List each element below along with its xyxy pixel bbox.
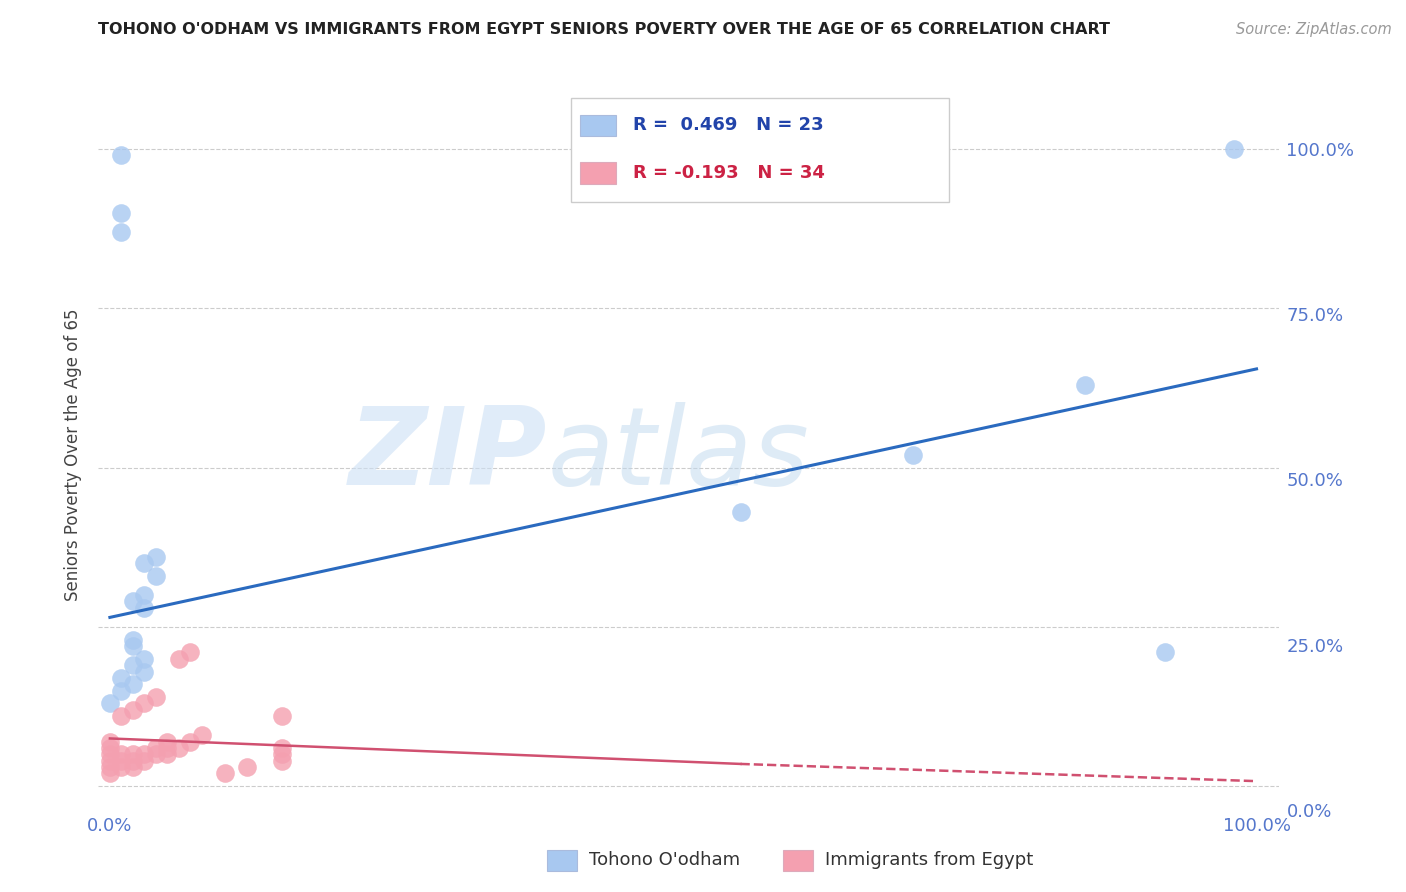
Y-axis label: Seniors Poverty Over the Age of 65: Seniors Poverty Over the Age of 65 [65, 309, 83, 601]
Point [110, 225, 132, 239]
Point [110, 148, 132, 162]
Point [270, 747, 292, 762]
Point [145, 690, 167, 704]
Point [134, 754, 156, 768]
Point [1222, 142, 1244, 156]
Text: R =  0.469   N = 23: R = 0.469 N = 23 [634, 116, 824, 134]
Point [134, 600, 156, 615]
Point [134, 588, 156, 602]
Text: 0.0%: 0.0% [1286, 803, 1331, 821]
Point [110, 760, 132, 774]
FancyBboxPatch shape [581, 162, 616, 184]
Point [156, 734, 179, 748]
Text: ZIP: ZIP [349, 402, 547, 508]
Point [121, 594, 143, 608]
Point [121, 747, 143, 762]
Point [110, 754, 132, 768]
Point [98, 741, 121, 756]
Point [145, 569, 167, 583]
Point [134, 697, 156, 711]
Text: 100.0%: 100.0% [1286, 142, 1354, 160]
Text: 50.0%: 50.0% [1286, 473, 1343, 491]
Text: Tohono O'odham: Tohono O'odham [589, 851, 740, 869]
FancyBboxPatch shape [571, 98, 949, 202]
Point [270, 709, 292, 723]
Point [121, 658, 143, 673]
Point [98, 734, 121, 748]
Point [98, 754, 121, 768]
Point [110, 206, 132, 220]
Point [110, 671, 132, 685]
Point [190, 728, 212, 742]
Point [134, 665, 156, 679]
Text: R = -0.193   N = 34: R = -0.193 N = 34 [634, 164, 825, 182]
Point [167, 741, 190, 756]
Point [1073, 377, 1095, 392]
Point [110, 683, 132, 698]
Point [270, 754, 292, 768]
FancyBboxPatch shape [783, 849, 813, 871]
Text: Source: ZipAtlas.com: Source: ZipAtlas.com [1236, 22, 1392, 37]
Point [156, 741, 179, 756]
Point [1153, 645, 1175, 659]
Point [121, 754, 143, 768]
FancyBboxPatch shape [547, 849, 576, 871]
Text: TOHONO O'ODHAM VS IMMIGRANTS FROM EGYPT SENIORS POVERTY OVER THE AGE OF 65 CORRE: TOHONO O'ODHAM VS IMMIGRANTS FROM EGYPT … [98, 22, 1111, 37]
Point [121, 703, 143, 717]
Point [901, 448, 924, 462]
Point [145, 549, 167, 564]
Text: 75.0%: 75.0% [1286, 307, 1344, 326]
Point [121, 677, 143, 691]
FancyBboxPatch shape [581, 114, 616, 136]
Text: atlas: atlas [547, 402, 808, 508]
Point [110, 747, 132, 762]
Point [167, 652, 190, 666]
Point [134, 652, 156, 666]
Point [121, 760, 143, 774]
Point [98, 766, 121, 780]
Point [270, 741, 292, 756]
Point [145, 747, 167, 762]
Point [179, 645, 201, 659]
Point [179, 734, 201, 748]
Point [134, 747, 156, 762]
Point [134, 556, 156, 570]
Text: Immigrants from Egypt: Immigrants from Egypt [825, 851, 1033, 869]
Point [145, 741, 167, 756]
Point [121, 632, 143, 647]
Point [98, 760, 121, 774]
Point [730, 505, 752, 519]
Point [156, 747, 179, 762]
Point [236, 760, 259, 774]
Point [214, 766, 236, 780]
Point [98, 747, 121, 762]
Point [98, 697, 121, 711]
Text: 25.0%: 25.0% [1286, 638, 1344, 656]
Point [110, 709, 132, 723]
Point [121, 639, 143, 653]
